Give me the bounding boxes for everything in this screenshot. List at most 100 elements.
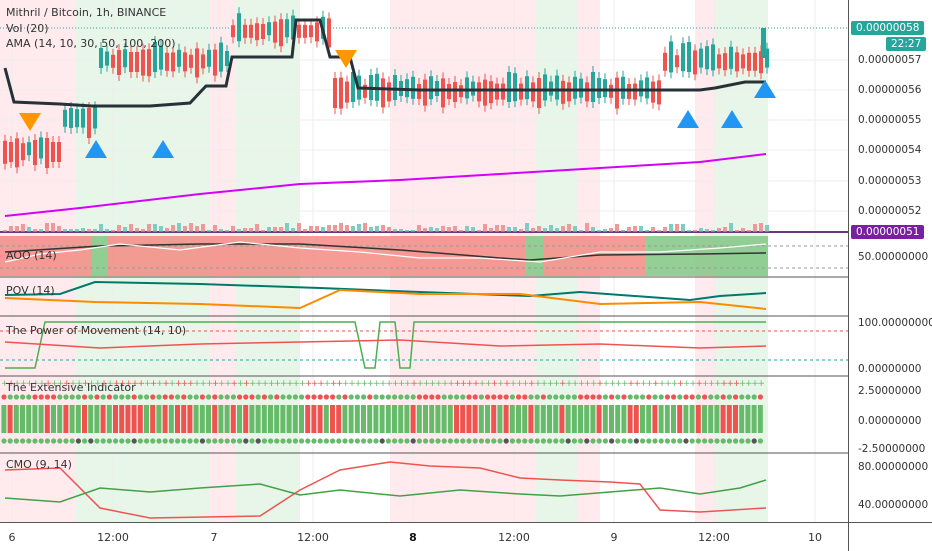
price-tick: 0.00000057 [858, 54, 922, 66]
candle-body [489, 81, 493, 104]
volume-bar [87, 229, 91, 232]
extensive-dot-bottom [677, 438, 683, 444]
extensive-dot [615, 394, 621, 400]
volume-bar [447, 227, 451, 232]
volume-bar [759, 223, 763, 232]
extensive-bar [32, 405, 38, 433]
extensive-bar [69, 405, 75, 433]
price-axis[interactable]: 0.00000058 22:27 0.00000057 0.00000056 0… [848, 0, 932, 522]
symbol-title[interactable]: Mithril / Bitcoin, 1h, BINANCE [6, 6, 167, 19]
candle-body [477, 82, 481, 102]
extensive-plus: + [131, 379, 139, 389]
candle-body [219, 42, 223, 72]
extensive-bar [373, 405, 379, 433]
chart-area[interactable]: + + + + + + + + + + + + + + + + + + + + + + + + + + + + + + + + + + + + + + + +… [0, 0, 848, 522]
extensive-pane-title[interactable]: The Extensive Indicator [6, 381, 136, 394]
pov-pane-title[interactable]: POV (14) [6, 284, 55, 297]
extensive-plus: + [559, 379, 567, 389]
cmo-pane-title[interactable]: CMO (9, 14) [6, 458, 72, 471]
aoo-pane-title[interactable]: AOO (14) [6, 249, 57, 262]
extensive-bar [429, 405, 435, 433]
volume-bar [357, 224, 361, 232]
extensive-bar [410, 405, 416, 433]
ama-line [3, 18, 766, 108]
extensive-dot-bottom [460, 438, 466, 444]
candle-body [525, 76, 529, 100]
candle-body [567, 82, 571, 102]
extensive-plus: + [44, 379, 52, 389]
candle-body [591, 72, 595, 102]
extensive-dot-bottom [88, 438, 94, 444]
price-tick: 0.00000053 [858, 175, 922, 187]
extensive-dot [144, 394, 150, 400]
extensive-dot-bottom [7, 438, 13, 444]
volume-bar [501, 225, 505, 232]
extensive-dot [720, 394, 726, 400]
volume-bar [753, 224, 757, 232]
extensive-plus: + [26, 379, 34, 389]
candle-body [339, 77, 343, 109]
pov-line-b [4, 288, 767, 310]
volume-legend[interactable]: Vol (20) [6, 22, 49, 35]
power-pane-title[interactable]: The Power of Movement (14, 10) [6, 324, 187, 337]
volume-bar [669, 224, 673, 232]
candle-body [651, 81, 655, 103]
candle-body [411, 76, 415, 99]
extensive-dot-bottom [478, 438, 484, 444]
extensive-dot [584, 394, 590, 400]
extensive-dot [230, 394, 236, 400]
buy-signal-marker [85, 140, 107, 158]
extensive-dot-bottom [113, 438, 119, 444]
volume-bar [441, 226, 445, 232]
candle-body [297, 24, 301, 38]
volume-bar [555, 228, 559, 232]
extensive-dot-bottom [646, 438, 652, 444]
volume-bar [159, 226, 163, 232]
candle-body [21, 143, 25, 161]
volume-bar [609, 228, 613, 232]
volume-bar [57, 226, 61, 232]
extensive-plus: + [621, 379, 629, 389]
volume-bar [177, 223, 181, 232]
extensive-dot-bottom [652, 438, 658, 444]
extensive-bar [354, 405, 360, 433]
volume-bar [279, 227, 283, 232]
candle-body [177, 49, 181, 67]
volume-bar [465, 226, 469, 232]
extensive-bar [447, 405, 453, 433]
candle-body [45, 138, 49, 168]
volume-bar [369, 227, 373, 232]
candle-body [723, 53, 727, 71]
candle-body [675, 55, 679, 68]
volume-bar [537, 226, 541, 232]
ama-legend[interactable]: AMA (14, 10, 30, 50, 100, 200) [6, 37, 176, 50]
extensive-plus: + [429, 379, 437, 389]
extensive-bar [615, 405, 621, 433]
extensive-dot [491, 394, 497, 400]
extensive-bar [584, 405, 590, 433]
extensive-bar [299, 405, 304, 433]
extensive-dot [547, 394, 553, 400]
volume-bar [183, 226, 187, 232]
chart-canvas[interactable]: ++++++++++++++++++++++++++++++++++++++++… [0, 0, 848, 522]
extensive-dot [137, 394, 143, 400]
extensive-dot-bottom [447, 438, 453, 444]
volume-bar [171, 225, 175, 232]
extensive-plus: + [720, 379, 728, 389]
extensive-dot [187, 394, 193, 400]
extensive-dot [286, 394, 292, 400]
extensive-bar [633, 405, 639, 433]
extensive-dot-bottom [63, 438, 69, 444]
extensive-dot-bottom [528, 438, 534, 444]
candle-body [573, 76, 577, 99]
extensive-bar [193, 405, 199, 433]
extensive-plus: + [410, 379, 418, 389]
time-axis[interactable]: 6 12:00 7 12:00 8 12:00 9 12:00 10 [0, 522, 848, 551]
extensive-bar [13, 405, 19, 433]
candle-body [3, 140, 7, 164]
extensive-dot-bottom [472, 438, 478, 444]
extensive-dot-bottom [590, 438, 596, 444]
extensive-dot [509, 394, 515, 400]
extensive-bar [144, 405, 149, 433]
extensive-plus: + [150, 379, 158, 389]
